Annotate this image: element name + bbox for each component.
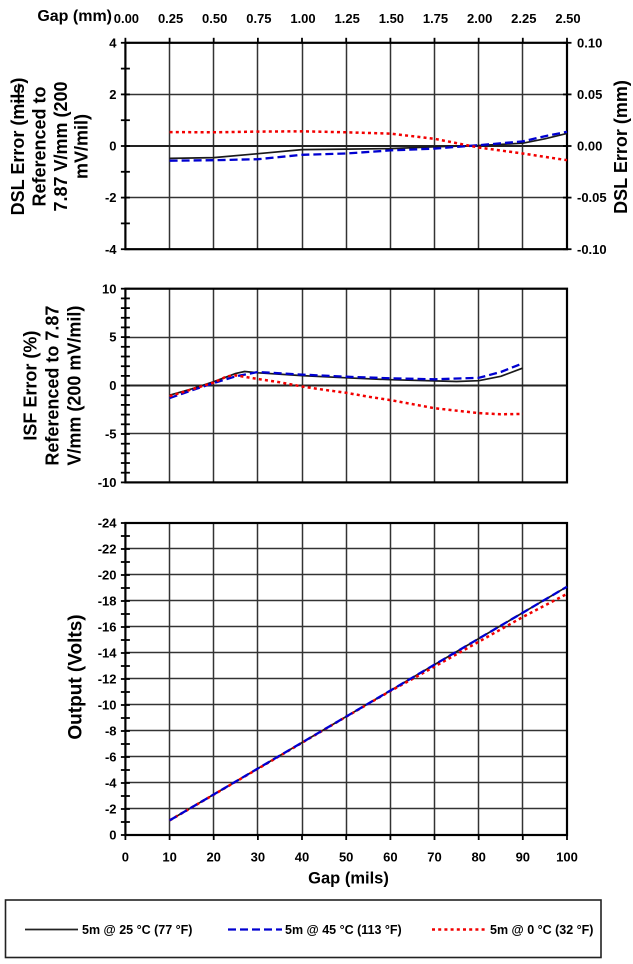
- svg-text:ISF Error (%): ISF Error (%): [21, 331, 41, 441]
- svg-text:5m @ 25 °C (77 °F): 5m @ 25 °C (77 °F): [82, 923, 192, 937]
- svg-text:5m @ 45 °C (113 °F): 5m @ 45 °C (113 °F): [285, 923, 402, 937]
- svg-text:1.75: 1.75: [423, 11, 448, 26]
- svg-text:Gap (mm): Gap (mm): [37, 8, 112, 25]
- svg-text:-10: -10: [98, 475, 117, 490]
- svg-text:10: 10: [102, 281, 116, 296]
- svg-text:-10: -10: [98, 698, 117, 713]
- svg-text:1.00: 1.00: [290, 11, 315, 26]
- svg-text:-20: -20: [98, 568, 117, 583]
- svg-text:-18: -18: [98, 594, 117, 609]
- svg-text:2.50: 2.50: [555, 11, 580, 26]
- svg-text:0.25: 0.25: [158, 11, 183, 26]
- svg-text:0: 0: [109, 378, 116, 393]
- svg-text:-14: -14: [98, 646, 118, 661]
- svg-text:2.00: 2.00: [467, 11, 492, 26]
- svg-text:-4: -4: [105, 242, 117, 257]
- svg-text:-22: -22: [98, 542, 117, 557]
- svg-text:Gap (mils): Gap (mils): [308, 870, 389, 888]
- svg-text:7.87 V/mm (200: 7.87 V/mm (200: [51, 81, 71, 211]
- svg-text:Referenced to: Referenced to: [30, 86, 50, 206]
- svg-text:-5: -5: [105, 427, 117, 442]
- svg-text:5m @ 0 °C (32 °F): 5m @ 0 °C (32 °F): [490, 923, 593, 937]
- svg-text:Referenced to 7.87: Referenced to 7.87: [43, 306, 63, 466]
- svg-text:0.00: 0.00: [114, 11, 139, 26]
- svg-text:90: 90: [516, 850, 530, 865]
- svg-text:-4: -4: [105, 776, 117, 791]
- svg-text:DSL Error (mm): DSL Error (mm): [611, 80, 631, 214]
- svg-text:-2: -2: [105, 190, 117, 205]
- svg-text:-12: -12: [98, 672, 117, 687]
- svg-text:60: 60: [383, 850, 397, 865]
- svg-text:Output (Volts): Output (Volts): [66, 614, 87, 739]
- svg-text:1.50: 1.50: [379, 11, 404, 26]
- svg-text:-16: -16: [98, 620, 117, 635]
- svg-text:-2: -2: [105, 802, 117, 817]
- svg-text:0.50: 0.50: [202, 11, 227, 26]
- svg-text:20: 20: [206, 850, 220, 865]
- svg-text:0: 0: [109, 139, 116, 154]
- svg-text:100: 100: [556, 850, 578, 865]
- svg-text:2.25: 2.25: [511, 11, 536, 26]
- svg-text:5: 5: [109, 330, 116, 345]
- svg-text:0.05: 0.05: [577, 87, 602, 102]
- svg-text:V/mm (200 mV/mil): V/mm (200 mV/mil): [65, 306, 85, 466]
- svg-text:70: 70: [427, 850, 441, 865]
- svg-text:0.00: 0.00: [577, 139, 602, 154]
- svg-text:DSL Error (mils): DSL Error (mils): [8, 78, 28, 216]
- svg-text:-8: -8: [105, 724, 117, 739]
- svg-text:40: 40: [295, 850, 309, 865]
- svg-text:50: 50: [339, 850, 353, 865]
- svg-text:30: 30: [251, 850, 265, 865]
- svg-text:80: 80: [471, 850, 485, 865]
- svg-text:-6: -6: [105, 750, 117, 765]
- svg-text:4: 4: [109, 35, 117, 50]
- svg-text:-0.05: -0.05: [577, 190, 607, 205]
- svg-text:2: 2: [109, 87, 116, 102]
- svg-text:-24: -24: [98, 516, 118, 531]
- svg-text:0.10: 0.10: [577, 35, 602, 50]
- svg-text:0: 0: [109, 828, 116, 843]
- svg-text:0: 0: [122, 850, 129, 865]
- svg-text:1.25: 1.25: [335, 11, 360, 26]
- svg-text:0.75: 0.75: [246, 11, 271, 26]
- svg-text:mV/mil): mV/mil): [72, 114, 92, 179]
- svg-text:-0.10: -0.10: [577, 242, 607, 257]
- svg-text:10: 10: [162, 850, 176, 865]
